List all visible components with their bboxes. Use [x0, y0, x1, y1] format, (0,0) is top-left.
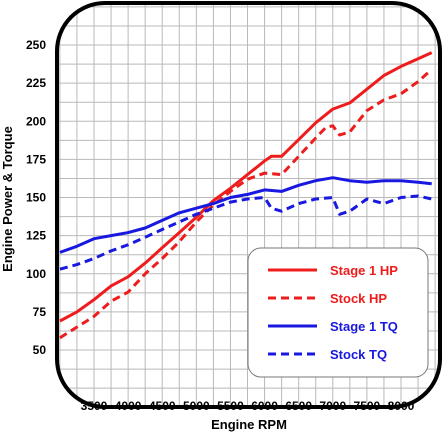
legend-box — [247, 247, 429, 378]
plot-frame — [55, 1, 442, 409]
legend: Stage 1 HP Stock HP Stage 1 TQ Stock TQ — [247, 247, 429, 378]
y-tick-label: 200 — [26, 114, 46, 128]
y-tick-label: 125 — [26, 229, 46, 243]
series-line-stock-hp — [59, 71, 430, 340]
x-tick-label: 5500 — [217, 399, 244, 413]
x-tick-label: 7000 — [319, 399, 346, 413]
series-line-stock-tq — [59, 194, 433, 271]
series-lines — [59, 51, 433, 340]
y-tick-label: 75 — [33, 305, 47, 319]
y-axis-title: Engine Power & Torque — [0, 126, 15, 272]
x-tick-label: 4500 — [149, 399, 176, 413]
y-tick-label: 225 — [26, 76, 46, 90]
x-axis-title: Engine RPM — [211, 417, 287, 432]
legend-label-stage-1-hp: Stage 1 HP — [330, 263, 398, 278]
x-tick-label: 3500 — [81, 399, 108, 413]
x-tick-label: 6500 — [285, 399, 312, 413]
legend-label-stock-hp: Stock HP — [330, 291, 387, 306]
y-tick-label: 250 — [26, 38, 46, 52]
y-tick-label: 175 — [26, 152, 46, 166]
y-tick-label: 50 — [33, 343, 47, 357]
x-tick-label: 6000 — [251, 399, 278, 413]
series-line-stage-1-hp — [59, 51, 433, 323]
legend-label-stage-1-tq: Stage 1 TQ — [330, 319, 398, 334]
x-tick-label: 5000 — [183, 399, 210, 413]
legend-label-stock-tq: Stock TQ — [330, 347, 387, 362]
x-tick-label: 4000 — [115, 399, 142, 413]
x-tick-label: 7500 — [354, 399, 381, 413]
series-line-stage-1-tq — [59, 176, 432, 254]
y-tick-label: 150 — [26, 191, 46, 205]
y-tick-label: 100 — [26, 267, 46, 281]
x-tick-label: 8000 — [388, 399, 415, 413]
